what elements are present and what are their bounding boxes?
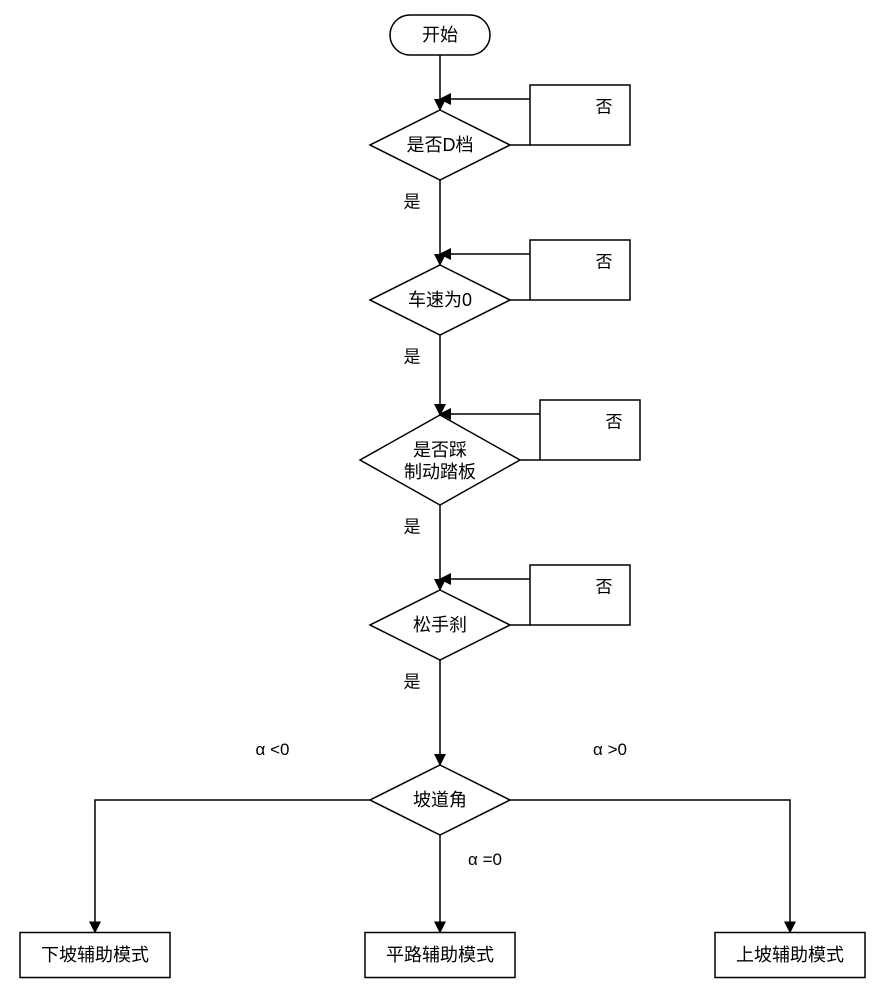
svg-text:是否踩: 是否踩 — [413, 440, 467, 460]
svg-text:是: 是 — [404, 193, 421, 212]
svg-text:否: 否 — [596, 98, 613, 117]
svg-text:否: 否 — [596, 253, 613, 272]
svg-text:否: 否 — [606, 413, 623, 432]
svg-text:开始: 开始 — [422, 25, 458, 45]
svg-text:是: 是 — [404, 348, 421, 367]
svg-text:制动踏板: 制动踏板 — [404, 462, 476, 482]
svg-text:上坡辅助模式: 上坡辅助模式 — [736, 945, 844, 965]
svg-text:下坡辅助模式: 下坡辅助模式 — [41, 945, 149, 965]
svg-text:是: 是 — [404, 518, 421, 537]
svg-text:α >0: α >0 — [593, 740, 627, 759]
svg-text:α =0: α =0 — [468, 850, 502, 869]
flowchart-diagram: 开始是否D档车速为0 是否踩制动踏板松手刹坡道角下坡辅助模式 平路辅助模式 上坡辅助模… — [0, 0, 889, 1000]
svg-text:是: 是 — [404, 673, 421, 692]
svg-text:否: 否 — [596, 578, 613, 597]
flowchart-shapes: 开始是否D档车速为0 是否踩制动踏板松手刹坡道角下坡辅助模式 平路辅助模式 上坡辅助模… — [20, 15, 865, 978]
svg-text:车速为0: 车速为0 — [408, 290, 472, 310]
svg-text:松手刹: 松手刹 — [413, 615, 467, 635]
svg-text:平路辅助模式: 平路辅助模式 — [386, 945, 494, 965]
svg-text:坡道角: 坡道角 — [413, 790, 467, 810]
svg-text:是否D档: 是否D档 — [407, 135, 474, 155]
svg-text:α <0: α <0 — [256, 740, 290, 759]
